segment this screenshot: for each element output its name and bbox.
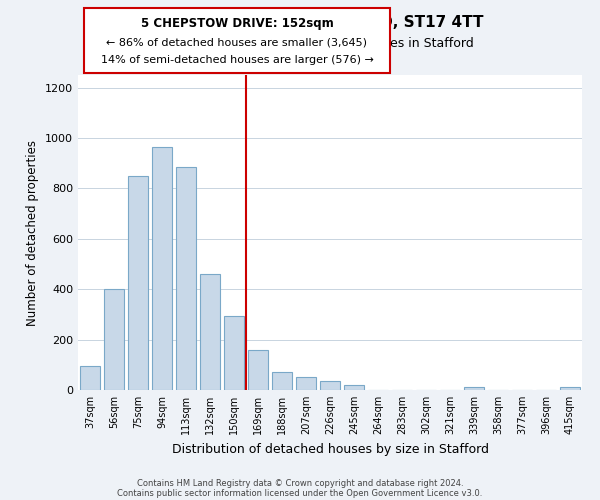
Bar — [224, 316, 244, 390]
Bar — [248, 350, 268, 390]
Text: Size of property relative to detached houses in Stafford: Size of property relative to detached ho… — [126, 38, 474, 51]
Text: Contains HM Land Registry data © Crown copyright and database right 2024.: Contains HM Land Registry data © Crown c… — [137, 478, 463, 488]
Bar — [152, 147, 172, 390]
Bar — [128, 176, 148, 390]
Bar — [272, 372, 292, 390]
Y-axis label: Number of detached properties: Number of detached properties — [26, 140, 40, 326]
Bar — [200, 274, 220, 390]
Text: Contains public sector information licensed under the Open Government Licence v3: Contains public sector information licen… — [118, 488, 482, 498]
Bar — [560, 388, 580, 390]
Bar — [104, 289, 124, 390]
Text: 14% of semi-detached houses are larger (576) →: 14% of semi-detached houses are larger (… — [101, 55, 373, 65]
Text: 5, CHEPSTOW DRIVE, STAFFORD, ST17 4TT: 5, CHEPSTOW DRIVE, STAFFORD, ST17 4TT — [116, 15, 484, 30]
Bar — [296, 377, 316, 390]
X-axis label: Distribution of detached houses by size in Stafford: Distribution of detached houses by size … — [172, 442, 488, 456]
Bar — [176, 168, 196, 390]
Bar — [464, 388, 484, 390]
Text: 5 CHEPSTOW DRIVE: 152sqm: 5 CHEPSTOW DRIVE: 152sqm — [140, 18, 334, 30]
Bar — [80, 366, 100, 390]
Bar — [344, 385, 364, 390]
Text: ← 86% of detached houses are smaller (3,645): ← 86% of detached houses are smaller (3,… — [107, 38, 367, 48]
Bar — [320, 381, 340, 390]
